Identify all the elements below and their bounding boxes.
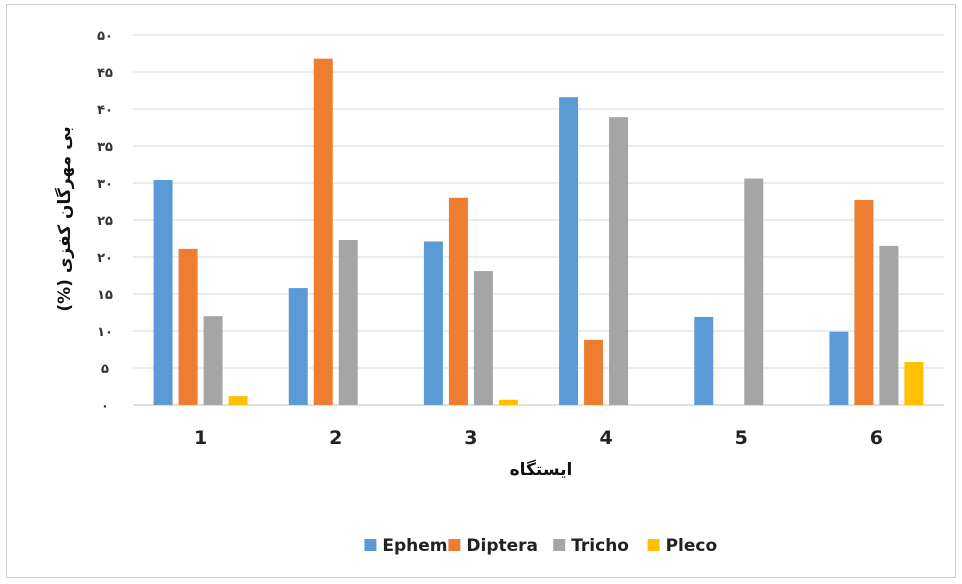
x-tick-label: 5	[735, 427, 748, 449]
y-tick-label: ۴۵	[97, 66, 113, 81]
legend-swatch-ephem	[364, 539, 377, 551]
x-tick-label: 6	[870, 427, 883, 449]
y-tick-labels: ۰ ۵ ۱۰ ۱۵ ۲۰ ۲۵ ۳۰ ۳۵ ۴۰ ۴۵ ۵۰	[97, 29, 113, 414]
legend: Ephem Diptera Tricho Pleco	[364, 536, 717, 556]
y-tick-label: ۴۰	[97, 103, 113, 118]
x-axis-title: ایستگاه	[510, 459, 573, 480]
y-tick-label: ۲۰	[97, 251, 113, 266]
x-tick-label: 2	[329, 427, 342, 449]
bar-diptera-6	[854, 200, 874, 405]
y-tick-label: ۲۵	[97, 214, 113, 229]
bar-pleco-1	[228, 396, 248, 405]
bar-ephem-5	[694, 316, 714, 405]
bar-diptera-2	[313, 58, 333, 406]
y-tick-label: ۳۰	[97, 177, 113, 192]
x-category-labels: 1 2 3 4 5 6	[194, 427, 883, 449]
bars	[153, 58, 924, 406]
x-tick-label: 3	[464, 427, 477, 449]
legend-label-ephem: Ephem	[382, 536, 447, 556]
bar-diptera-3	[448, 197, 468, 405]
legend-swatch-tricho	[553, 539, 566, 551]
bar-tricho-3	[473, 271, 493, 405]
y-tick-label: ۵۰	[97, 29, 113, 44]
y-tick-label: ۳۵	[97, 140, 113, 155]
legend-label-pleco: Pleco	[666, 536, 718, 556]
y-tick-label: ۵	[101, 362, 109, 377]
bar-ephem-1	[153, 180, 173, 405]
x-tick-label: 1	[194, 427, 207, 449]
y-tick-label: ۱۵	[97, 288, 113, 303]
legend-swatch-diptera	[448, 539, 461, 551]
legend-swatch-pleco	[647, 539, 660, 551]
bar-tricho-4	[609, 117, 629, 405]
y-tick-label: ۰	[101, 399, 109, 414]
bar-tricho-1	[203, 316, 223, 405]
bar-ephem-3	[423, 241, 443, 405]
bar-pleco-6	[904, 362, 924, 405]
legend-label-tricho: Tricho	[571, 536, 629, 556]
grid-lines	[133, 34, 944, 406]
bar-tricho-6	[879, 245, 899, 405]
bar-tricho-2	[338, 239, 358, 405]
bar-ephem-2	[288, 288, 308, 405]
x-tick-label: 4	[599, 427, 612, 449]
y-tick-label: ۱۰	[97, 325, 113, 340]
legend-label-diptera: Diptera	[466, 536, 538, 556]
bar-diptera-1	[178, 248, 198, 405]
bar-diptera-4	[584, 339, 604, 405]
y-axis-title: بی مهرگان کفزی (%)	[54, 126, 75, 311]
bar-ephem-6	[829, 331, 849, 405]
bar-ephem-4	[559, 97, 579, 405]
bar-tricho-5	[744, 178, 764, 405]
bar-pleco-3	[498, 399, 518, 405]
